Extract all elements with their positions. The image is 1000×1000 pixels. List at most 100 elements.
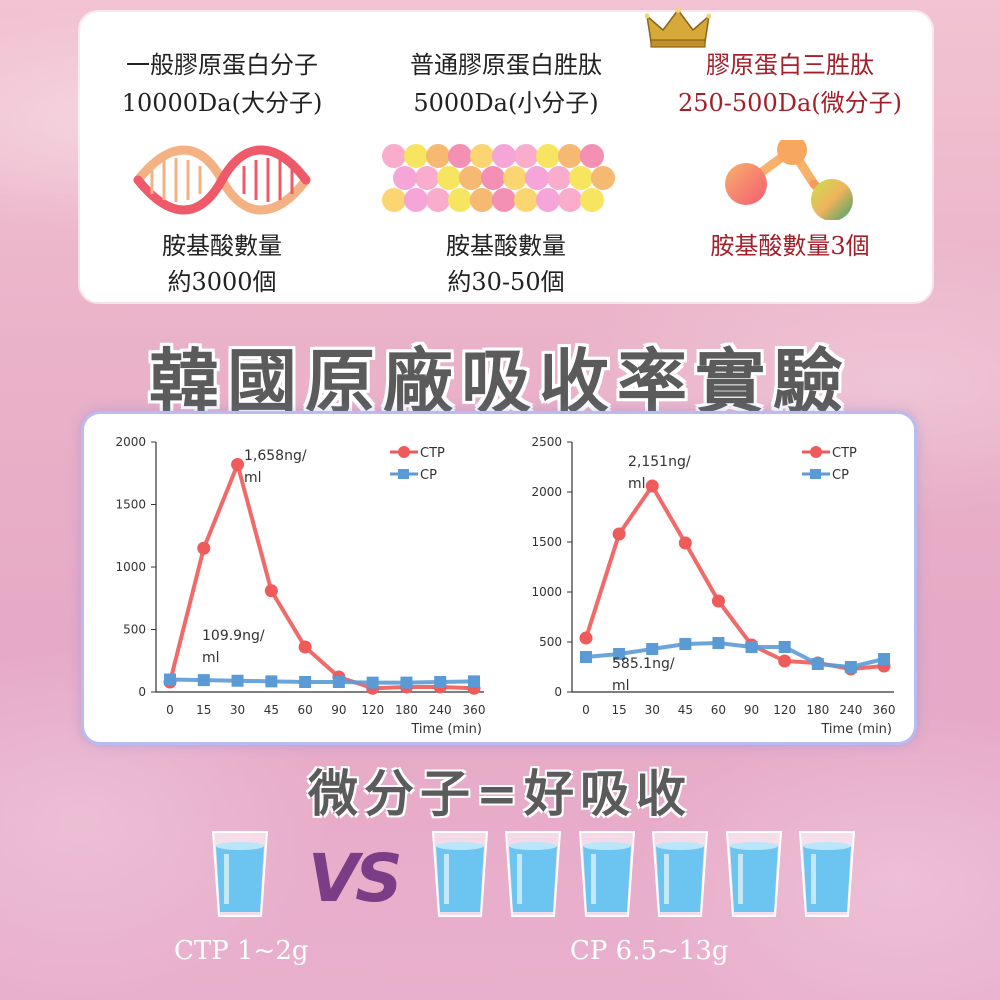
data-point-ctp [678, 536, 692, 550]
molecule-column-peptide: 普通膠原蛋白胜肽 5000Da(小分子) 胺基酸數量 約30-50個 [364, 12, 648, 302]
data-point-cp [265, 675, 278, 688]
vs-label: VS [308, 840, 403, 917]
legend-label: CTP [420, 446, 445, 461]
data-point-ctp [612, 527, 626, 541]
y-tick-label: 2000 [531, 485, 562, 499]
data-point-ctp [231, 458, 245, 471]
data-point-cp [712, 637, 725, 649]
main-title: 韓國原廠吸收率實驗 [149, 340, 851, 423]
data-point-cp [468, 675, 480, 688]
data-point-cp [164, 673, 176, 686]
legend-marker [398, 469, 409, 479]
x-tick-label: 240 [429, 703, 452, 717]
cluster-bead [404, 144, 428, 168]
crown-icon [644, 6, 712, 54]
x-tick-label: 45 [264, 703, 279, 717]
cluster-bead [437, 166, 461, 190]
series-line-cp [169, 677, 475, 685]
y-tick-label: 0 [554, 685, 562, 699]
cluster-bead [569, 166, 593, 190]
x-tick-label: 240 [839, 703, 862, 717]
legend-marker [810, 469, 821, 479]
data-point-cp [299, 676, 312, 688]
data-point-ctp [778, 654, 792, 668]
data-point-cp [778, 641, 791, 653]
cluster-bead [514, 144, 538, 168]
peak-annotation: ml [628, 476, 646, 492]
cp-dose-label: CP 6.5~13g [570, 936, 729, 966]
x-tick-label: 15 [611, 703, 626, 717]
cluster-bead [536, 144, 560, 168]
cluster-bead [415, 166, 439, 190]
subtitle: 微分子=好吸收 [308, 764, 692, 823]
ctp-dose-label: CTP 1~2g [174, 936, 309, 966]
dna-strand-icon [80, 140, 364, 220]
data-point-ctp [264, 584, 278, 598]
peak-annotation: ml [244, 470, 262, 486]
x-tick-label: 30 [645, 703, 660, 717]
cluster-bead [426, 144, 450, 168]
data-point-cp [580, 651, 592, 663]
amino-acid-label: 胺基酸數量 [162, 232, 282, 260]
y-tick-label: 1000 [531, 585, 562, 599]
cluster-bead [404, 188, 428, 212]
data-point-cp [679, 638, 692, 650]
amino-acid-label: 胺基酸數量3個 [710, 232, 870, 260]
amino-acid-count: 約3000個 [167, 268, 277, 296]
series-line-ctp [584, 484, 885, 671]
cluster-bead [459, 166, 483, 190]
cluster-bead [393, 166, 417, 190]
molecule-comparison-card: 一般膠原蛋白分子 10000Da(大分子) 胺基酸數量 約3000個 普通膠原蛋… [80, 12, 932, 302]
cluster-bead [426, 188, 450, 212]
x-tick-label: 120 [773, 703, 796, 717]
data-point-ctp [645, 479, 659, 493]
data-point-cp [844, 661, 857, 673]
cluster-bead [382, 188, 406, 212]
cluster-bead [547, 166, 571, 190]
y-tick-label: 0 [138, 685, 146, 699]
data-point-ctp [579, 631, 593, 645]
molecule-size: 250-500Da(微分子) [677, 89, 902, 117]
data-point-cp [745, 641, 758, 653]
cluster-bead [481, 166, 505, 190]
x-tick-label: 60 [711, 703, 726, 717]
absorption-chart-card: 0 500 1000 1500 2000 0 15 30 45 60 90 120 180 240 360 T… [84, 414, 914, 742]
data-point-ctp [711, 594, 725, 608]
x-tick-label: 180 [806, 703, 829, 717]
legend-marker [398, 446, 410, 458]
peak-annotation: 109.9ng/ [202, 628, 265, 644]
water-glass-icon [797, 826, 857, 924]
x-axis-label: Time (min) [410, 722, 482, 737]
cluster-bead [448, 188, 472, 212]
x-tick-label: 0 [582, 703, 590, 717]
amino-acid-label: 胺基酸數量 [446, 232, 566, 260]
cluster-bead [448, 144, 472, 168]
x-tick-label: 0 [166, 703, 174, 717]
data-point-cp [613, 648, 626, 660]
x-tick-label: 360 [873, 703, 896, 717]
cluster-bead [382, 144, 406, 168]
cluster-bead [514, 188, 538, 212]
tripeptide-icon [648, 135, 932, 221]
y-tick-label: 2500 [531, 435, 562, 449]
x-tick-label: 180 [395, 703, 418, 717]
amino-acid-count: 約30-50個 [447, 268, 565, 296]
data-point-cp [197, 674, 210, 687]
data-point-ctp [298, 640, 312, 654]
molecule-column-tripeptide: 膠原蛋白三胜肽 250-500Da(微分子) 胺基酸數量3個 [648, 12, 932, 302]
water-glass-icon [577, 826, 637, 924]
cluster-bead [492, 188, 516, 212]
x-axis-label: Time (min) [820, 722, 892, 737]
cluster-bead [470, 188, 494, 212]
y-tick-label: 500 [123, 623, 146, 637]
cluster-bead [525, 166, 549, 190]
cluster-bead [558, 188, 582, 212]
data-point-cp [366, 676, 379, 689]
cluster-bead [503, 166, 527, 190]
y-tick-label: 1500 [115, 498, 146, 512]
water-glass-icon [724, 826, 784, 924]
legend-label: CP [420, 468, 437, 483]
cluster-bead [470, 144, 494, 168]
water-glass-icon [503, 826, 563, 924]
